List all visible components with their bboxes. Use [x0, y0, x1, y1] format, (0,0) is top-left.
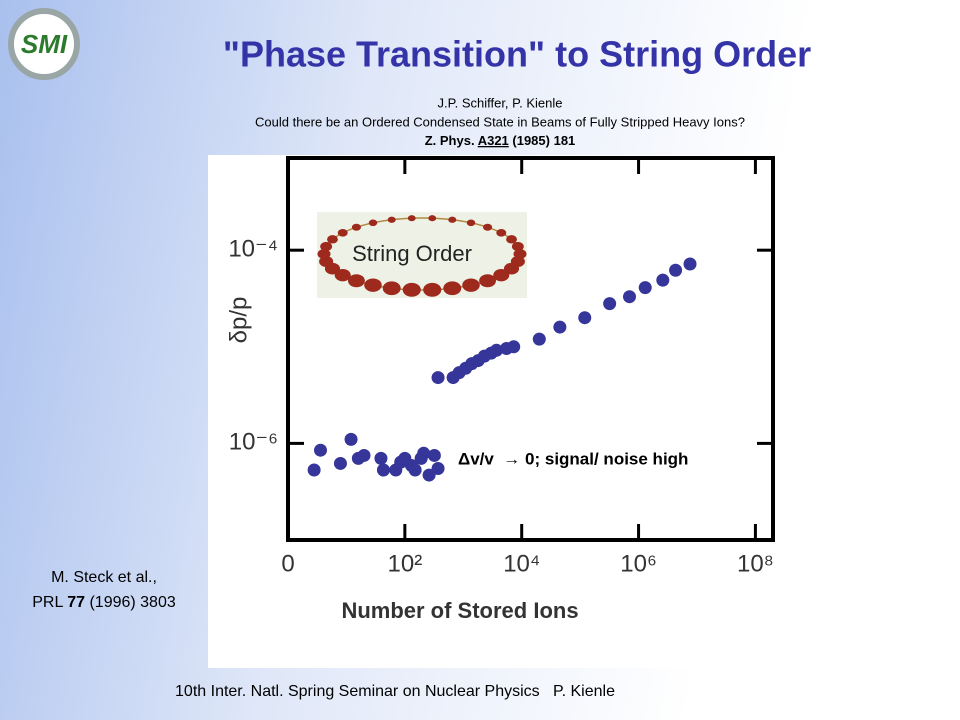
bead	[479, 274, 497, 288]
data-point	[357, 448, 371, 462]
x-tick-label: 10⁶	[620, 550, 657, 577]
bead	[320, 241, 333, 252]
bead	[511, 241, 524, 252]
data-point	[603, 297, 617, 311]
inset-beads	[317, 215, 527, 297]
x-tick-label: 10⁸	[737, 550, 774, 577]
y-tick-label: 10⁻⁴	[228, 236, 278, 263]
x-tick-label: 10⁴	[503, 550, 540, 577]
data-point	[489, 343, 503, 357]
bead	[443, 281, 462, 296]
data-point	[408, 463, 422, 477]
data-point	[417, 446, 431, 460]
bead	[407, 215, 416, 222]
bead	[382, 281, 401, 296]
bead	[364, 278, 382, 292]
bead	[423, 282, 442, 297]
inset: String Order	[317, 212, 527, 298]
ref-journal-part: (1985) 181	[509, 133, 576, 148]
data-point	[683, 257, 697, 271]
data-point	[376, 463, 390, 477]
data-point	[638, 281, 652, 295]
bead	[506, 235, 517, 244]
bead	[347, 274, 365, 288]
inset-label: String Order	[352, 241, 472, 266]
ref-volume: A321	[478, 133, 509, 148]
x-tick-label: 0	[281, 550, 294, 577]
data-point	[427, 448, 441, 462]
bead	[387, 216, 396, 223]
logo-text: SMI	[21, 29, 68, 59]
ref-paper: Could there be an Ordered Condensed Stat…	[255, 114, 745, 129]
data-point	[431, 461, 445, 475]
bead	[351, 223, 361, 231]
footer: 10th Inter. Natl. Spring Seminar on Nucl…	[175, 683, 615, 700]
data-point	[374, 451, 388, 465]
data-point	[578, 311, 592, 325]
citation-line1: M. Steck et al.,	[51, 569, 157, 586]
data-point	[623, 290, 637, 304]
y-axis-label: δp/p	[225, 297, 252, 344]
citation-line2: PRL 77 (1996) 3803	[32, 594, 176, 611]
data-point	[333, 456, 347, 470]
data-point	[307, 463, 321, 477]
bead	[368, 219, 378, 227]
x-axis-label: Number of Stored Ions	[341, 598, 578, 623]
bead	[496, 229, 507, 237]
bead	[317, 249, 331, 259]
data-point	[431, 371, 445, 385]
y-tick-label: 10⁻⁶	[229, 429, 278, 456]
bead	[428, 215, 437, 222]
bead	[493, 268, 510, 282]
bead	[327, 235, 338, 244]
bead	[402, 282, 421, 297]
data-point	[314, 443, 328, 457]
ref-journal: Z. Phys. A321 (1985) 181	[425, 133, 576, 148]
data-point	[507, 340, 521, 354]
data-point	[669, 263, 683, 277]
logo: SMI	[8, 8, 80, 80]
data-point	[656, 273, 670, 287]
ref-authors: J.P. Schiffer, P. Kienle	[437, 95, 562, 110]
data-point	[532, 332, 546, 346]
bead	[483, 223, 493, 231]
data-point	[422, 468, 436, 482]
citation-part: (1996) 3803	[85, 594, 176, 611]
annotation: Δv/v → 0; signal/ noise high	[458, 449, 688, 468]
bead	[448, 216, 457, 223]
ref-journal-part: Z. Phys.	[425, 133, 478, 148]
logo-ring	[8, 8, 80, 80]
x-tick-label: 10²	[388, 550, 423, 577]
bead	[334, 268, 351, 282]
title: "Phase Transition" to String Order	[223, 34, 811, 75]
bead	[466, 219, 476, 227]
citation-volume: 77	[67, 594, 85, 611]
data-point	[344, 432, 358, 446]
data-point	[553, 320, 567, 334]
bead	[462, 278, 480, 292]
plot-frame	[286, 156, 775, 542]
bead	[337, 229, 348, 237]
citation-part: PRL	[32, 594, 67, 611]
